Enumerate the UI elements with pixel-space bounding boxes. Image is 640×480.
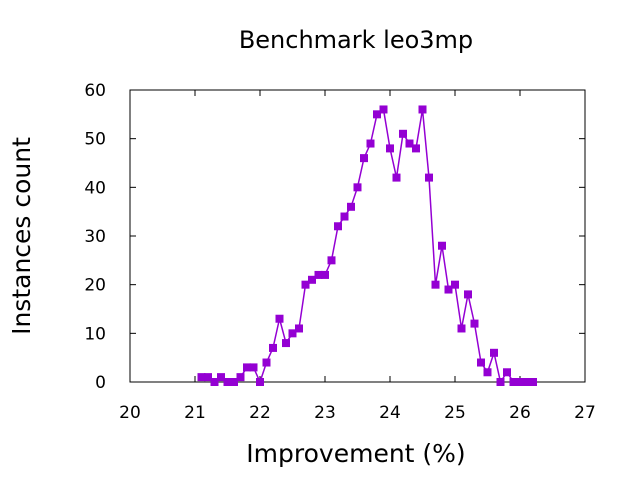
data-point-marker	[405, 139, 414, 148]
data-point-marker	[418, 105, 427, 114]
data-point-marker	[223, 378, 232, 386]
data-point-marker	[392, 173, 401, 182]
x-tick-label: 20	[119, 403, 141, 423]
data-point-marker	[347, 202, 355, 211]
x-axis-label: Improvement (%)	[246, 439, 465, 468]
data-point-marker	[444, 285, 453, 294]
data-point-marker	[249, 363, 258, 372]
data-point-marker	[275, 314, 284, 323]
data-point-marker	[236, 373, 245, 382]
y-tick-label: 10	[84, 324, 106, 344]
y-tick-label: 50	[84, 130, 106, 150]
data-point-marker	[516, 378, 524, 386]
data-point-marker	[210, 378, 219, 386]
data-point-marker	[399, 129, 407, 138]
data-point-marker	[269, 343, 277, 352]
data-point-marker	[230, 378, 238, 386]
data-point-marker	[464, 290, 472, 299]
y-tick-label: 60	[84, 81, 106, 101]
data-point-marker	[301, 280, 310, 289]
data-point-marker	[256, 378, 264, 386]
data-point-marker	[288, 329, 297, 338]
data-point-marker	[204, 373, 212, 382]
data-point-marker	[451, 280, 459, 289]
data-point-marker	[217, 373, 225, 382]
data-point-marker	[522, 378, 531, 386]
data-point-marker	[197, 373, 206, 382]
data-point-marker	[490, 348, 498, 357]
x-axis-ticks: 20 21 22 23 24 25 26 27	[119, 90, 596, 423]
x-tick-label: 27	[574, 403, 596, 423]
data-point-marker	[308, 275, 316, 284]
data-point-marker	[295, 324, 303, 333]
data-point-marker	[353, 183, 362, 192]
y-axis-label: Instances count	[7, 137, 36, 335]
y-tick-label: 40	[84, 178, 106, 198]
series-line	[201, 108, 533, 385]
x-tick-label: 21	[184, 403, 206, 423]
series-markers-group	[197, 105, 537, 386]
data-point-marker	[340, 212, 349, 221]
data-point-marker	[431, 280, 440, 289]
plot-frame	[129, 89, 586, 383]
data-point-marker	[386, 144, 394, 153]
data-point-marker	[282, 339, 290, 348]
data-point-marker	[243, 363, 251, 372]
data-point-marker	[366, 139, 375, 148]
x-tick-label: 22	[249, 403, 271, 423]
data-point-marker	[529, 378, 537, 386]
data-point-marker	[321, 270, 329, 279]
data-point-marker	[262, 358, 271, 367]
data-point-marker	[503, 368, 511, 377]
data-point-marker	[334, 222, 342, 231]
data-point-marker	[373, 110, 381, 119]
y-axis-ticks: 0 10 20 30 40 50 60	[84, 81, 585, 393]
data-point-marker	[327, 256, 336, 265]
data-point-marker	[483, 368, 492, 377]
y-tick-label: 30	[84, 227, 106, 247]
series-line-group	[201, 108, 533, 385]
data-point-marker	[314, 270, 323, 279]
data-point-marker	[457, 324, 466, 333]
data-point-marker	[360, 154, 368, 163]
data-point-marker	[496, 378, 505, 386]
data-point-marker	[509, 378, 518, 386]
data-point-marker	[379, 105, 388, 114]
x-tick-label: 26	[509, 403, 531, 423]
data-point-marker	[438, 241, 446, 250]
y-tick-label: 0	[95, 373, 106, 393]
data-point-marker	[412, 144, 420, 153]
y-tick-label: 20	[84, 276, 106, 296]
x-tick-label: 25	[444, 403, 466, 423]
data-point-marker	[425, 173, 433, 182]
data-point-marker	[477, 358, 485, 367]
chart-title: Benchmark leo3mp	[239, 26, 473, 54]
x-tick-label: 24	[379, 403, 401, 423]
x-tick-label: 23	[314, 403, 336, 423]
data-point-marker	[470, 319, 479, 328]
